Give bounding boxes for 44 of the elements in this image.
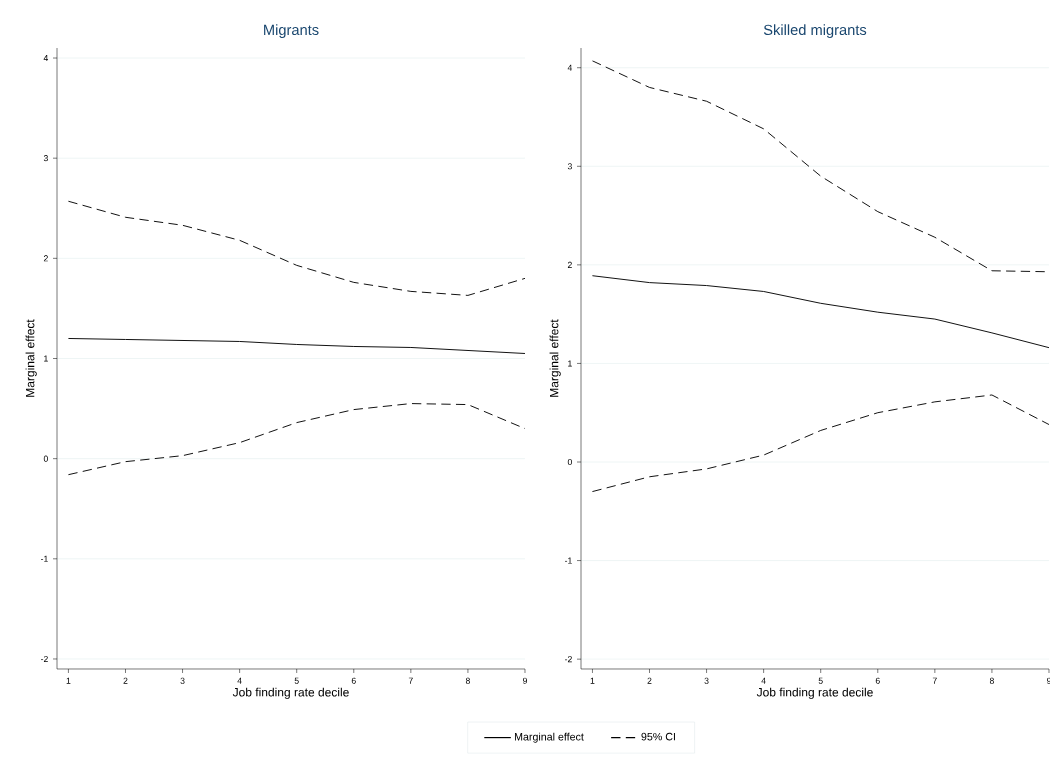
y-tick-label: 1	[568, 360, 572, 367]
y-tick-label: 3	[43, 155, 48, 162]
x-tick-label: 8	[989, 677, 994, 684]
y-tick-label: 4	[567, 64, 573, 71]
legend-label: 95% CI	[641, 732, 675, 741]
x-tick-label: 7	[408, 677, 413, 684]
y-tick-label: 2	[43, 255, 48, 262]
x-tick-label: 1	[66, 677, 71, 684]
line-series	[67, 200, 526, 296]
y-tick-label: -2	[564, 656, 572, 663]
y-tick-label: -1	[564, 557, 572, 564]
y-tick-label: -1	[40, 555, 48, 562]
line-series	[591, 275, 1050, 349]
line-series	[591, 394, 1050, 493]
x-tick-label: 1	[590, 677, 595, 684]
y-tick-label: 3	[567, 163, 572, 170]
x-tick-label: 5	[294, 677, 299, 684]
x-tick-label: 3	[180, 677, 185, 684]
x-tick-label: 9	[522, 677, 527, 684]
y-axis-title: Marginal effect	[25, 319, 37, 397]
x-tick-label: 8	[465, 677, 470, 684]
y-tick-label: -2	[40, 655, 48, 663]
chart-title: Migrants	[264, 24, 319, 38]
x-tick-label: 6	[875, 677, 880, 684]
x-tick-label: 3	[704, 677, 709, 684]
x-tick-label: 4	[761, 677, 766, 684]
x-tick-label: 6	[351, 677, 356, 684]
y-axis-title: Marginal effect	[549, 319, 561, 397]
y-tick-label: 2	[567, 261, 572, 268]
y-tick-label: 4	[43, 55, 49, 61]
x-tick-label: 2	[123, 677, 128, 684]
x-tick-label: 9	[1046, 677, 1050, 684]
x-tick-label: 5	[818, 677, 823, 684]
chart-title: Skilled migrants	[763, 24, 867, 38]
x-tick-label: 2	[647, 677, 652, 684]
x-axis-title: Job finding rate decile	[756, 687, 873, 699]
x-tick-label: 4	[237, 677, 242, 684]
x-tick-label: 7	[932, 677, 937, 684]
line-series	[67, 403, 526, 476]
y-tick-label: 0	[567, 458, 572, 466]
y-tick-label: 1	[44, 355, 48, 362]
y-tick-label: 0	[43, 455, 48, 462]
legend-label: Marginal effect	[514, 732, 584, 743]
x-axis-title: Job finding rate decile	[232, 687, 349, 699]
